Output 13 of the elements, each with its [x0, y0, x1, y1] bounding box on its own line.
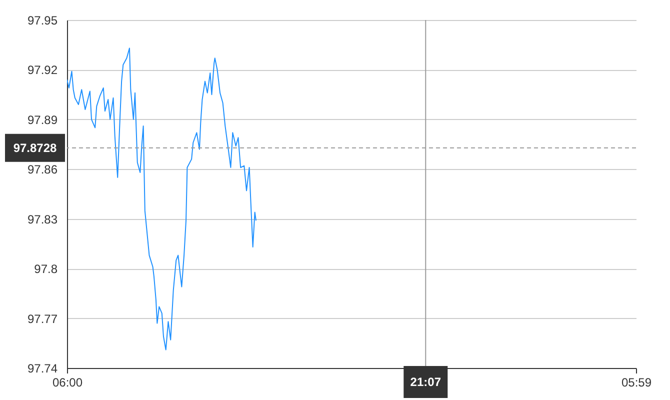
y-tick-label: 97.83 — [27, 212, 58, 226]
y-tick-label: 97.95 — [27, 14, 58, 28]
y-tick-label: 97.8 — [34, 262, 58, 276]
y-tick-label: 97.89 — [27, 112, 58, 127]
line-series — [67, 48, 257, 350]
y-tick-label: 97.86 — [27, 162, 58, 177]
x-tick-label: 05:59 — [621, 376, 652, 390]
ref-line-label: 97.8728 — [13, 140, 58, 155]
y-tick-label: 97.77 — [27, 312, 58, 326]
ref-line-label: 21:07 — [410, 375, 442, 389]
y-tick-label: 97.74 — [27, 362, 58, 376]
x-tick-label: 06:00 — [52, 376, 83, 390]
y-tick-label: 97.92 — [27, 63, 58, 78]
